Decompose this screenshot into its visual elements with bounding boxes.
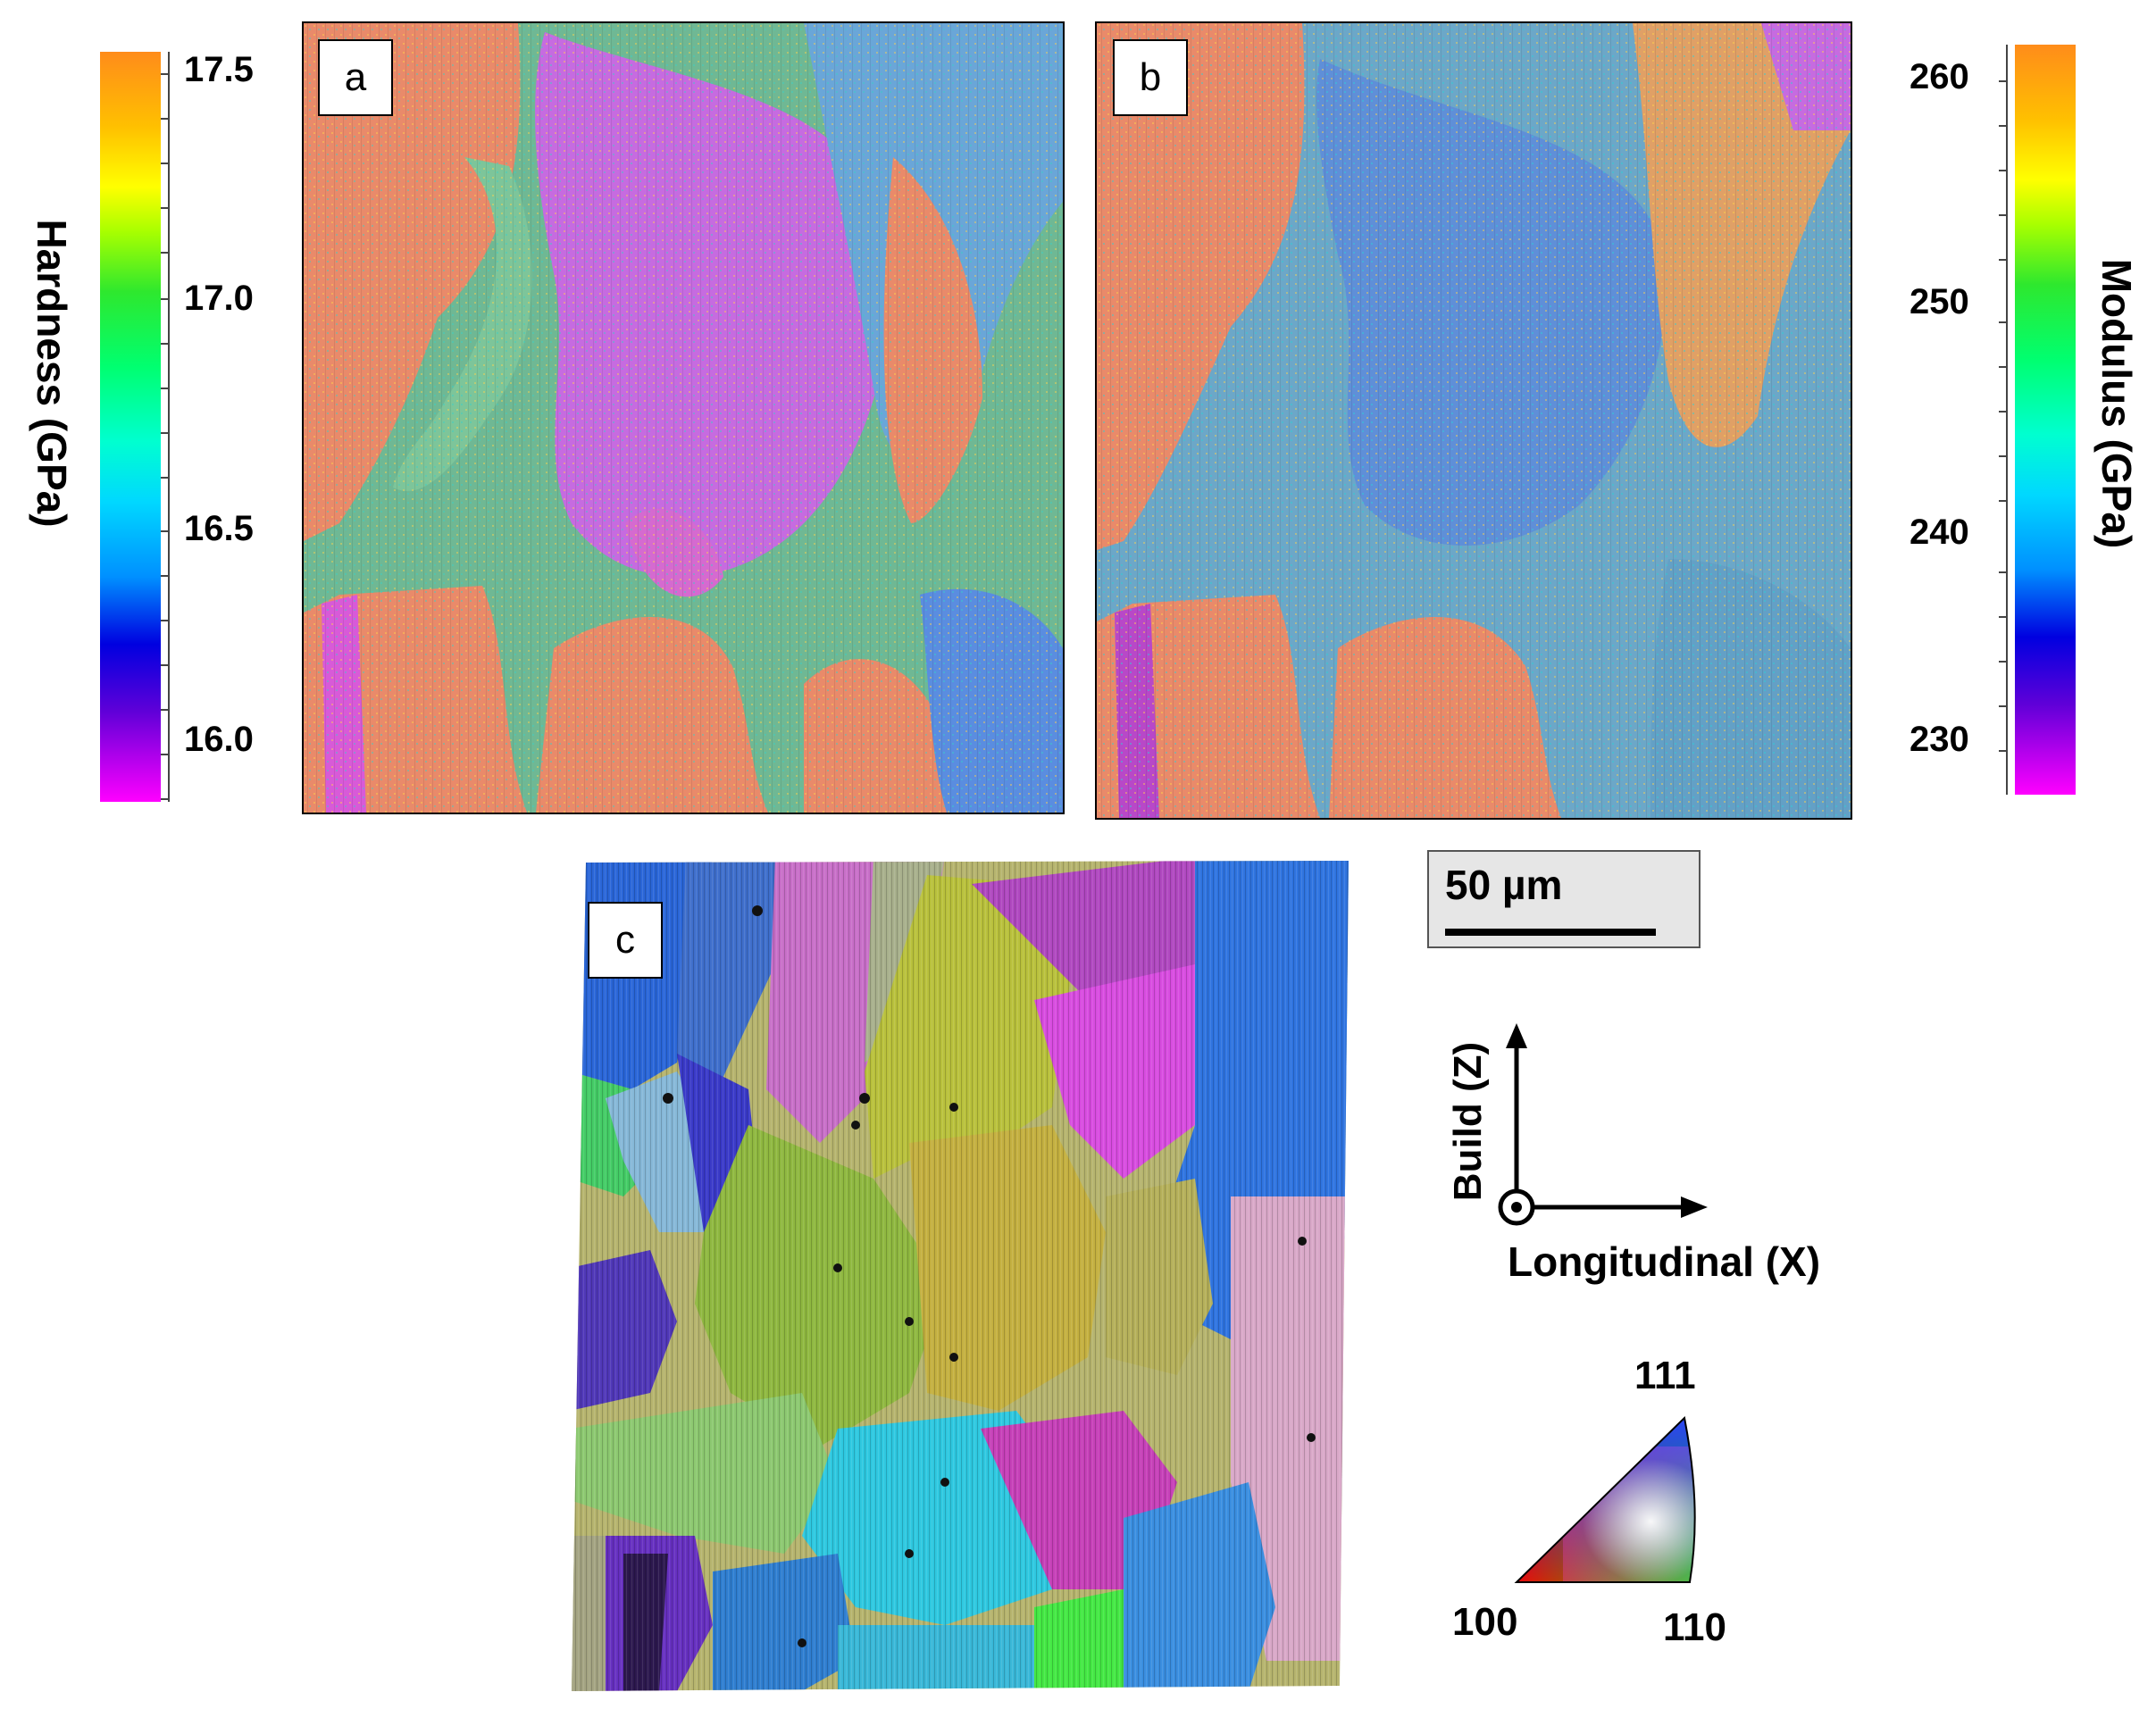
modulus-map-image: [1097, 23, 1851, 818]
hardness-tick-17-5: 17.5: [184, 50, 254, 89]
hardness-tick-16-0: 16.0: [184, 720, 254, 759]
modulus-axis-line: [2006, 45, 2008, 795]
scale-bar-label: 50 µm: [1445, 862, 1563, 908]
modulus-axis-title: Modulus (GPa): [2093, 258, 2140, 549]
modulus-map: [1095, 21, 1852, 820]
modulus-tick-260: 260: [1909, 57, 1969, 96]
build-z-label: Build (Z): [1446, 1041, 1490, 1202]
modulus-tick-240: 240: [1909, 513, 1969, 552]
hardness-tick-16-5: 16.5: [184, 509, 254, 548]
longitudinal-x-label: Longitudinal (X): [1508, 1238, 1821, 1285]
hardness-colorbar: [100, 52, 161, 802]
ipf-map-image: [572, 861, 1349, 1691]
ipf-legend-100: 100: [1452, 1600, 1518, 1644]
ipf-legend-111: 111: [1634, 1354, 1696, 1397]
modulus-tick-230: 230: [1909, 720, 1969, 759]
hardness-map-image: [304, 23, 1063, 813]
scale-bar-line: [1445, 929, 1656, 936]
modulus-colorbar: [2015, 45, 2076, 795]
panel-label-a: a: [318, 39, 393, 116]
hardness-tick-17-0: 17.0: [184, 279, 254, 318]
ipf-legend-110: 110: [1663, 1605, 1726, 1649]
panel-label-c: c: [588, 902, 663, 979]
hardness-axis-title: Hardness (GPa): [29, 219, 75, 528]
ipf-triangle-legend: [1514, 1415, 1696, 1583]
scale-bar-box: 50 µm: [1427, 850, 1701, 948]
hardness-axis-line: [168, 52, 170, 802]
ipf-orientation-map: [570, 857, 1349, 1691]
hardness-map: [302, 21, 1065, 814]
panel-label-b: b: [1113, 39, 1188, 116]
modulus-tick-250: 250: [1909, 282, 1969, 321]
axes-indicator-arrows: [1498, 1023, 1708, 1226]
